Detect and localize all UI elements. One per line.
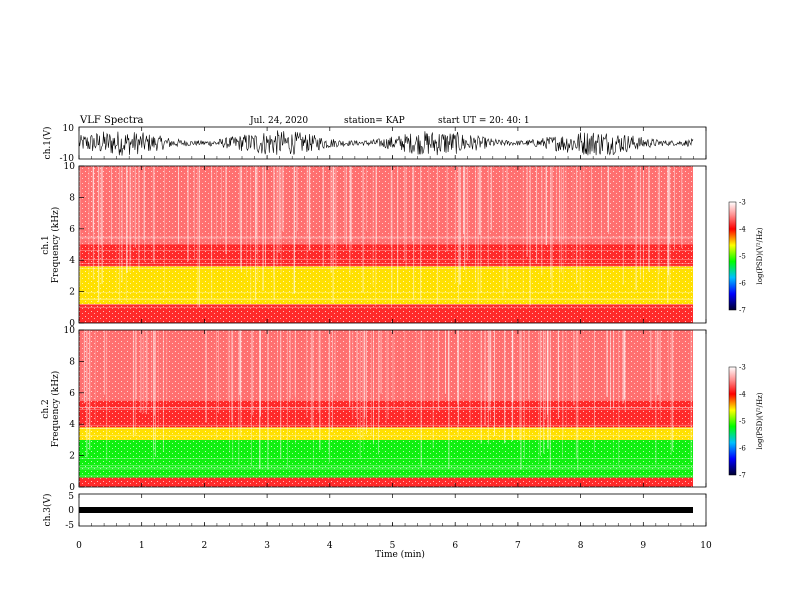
ch1-colorbar-label: log(PSD)(V²/Hz) [756, 227, 764, 284]
spectrogram-texture [79, 166, 693, 323]
time-axis: 0 1 2 3 4 5 6 7 8 9 10 [76, 127, 712, 551]
colorbar-tick-label: -6 [739, 280, 746, 288]
xtick-label: 3 [264, 541, 270, 551]
xtick-label: 1 [139, 541, 145, 551]
xtick-label: 7 [515, 541, 521, 551]
ch1-spectrogram-ylabel-freq: Frequency (kHz) [50, 207, 61, 284]
xtick-label: 6 [452, 541, 458, 551]
ch3-waveform-ylabel: ch.3(V) [42, 494, 53, 527]
ch2-spectrogram-panel: 0 2 4 6 8 10 ch.2 Frequency (kHz) -3 -4 -5 -6 -7 … [41, 326, 764, 493]
ytick-label: 6 [69, 389, 75, 399]
ch2-spectrogram-image [79, 330, 693, 487]
colorbar-tick-label: -3 [739, 364, 746, 372]
ch3-ytick-top: 5 [68, 492, 74, 502]
figure-title: VLF Spectra [79, 115, 144, 126]
start-time-label: start UT = 20: 40: 1 [438, 116, 530, 126]
colorbar-tick-label: -6 [739, 445, 746, 453]
colorbar-tick-label: -7 [739, 307, 746, 315]
ch1-ytick-bottom: -10 [60, 154, 75, 164]
xtick-label: 10 [700, 541, 712, 551]
ch2-colorbar-label: log(PSD)(V²/Hz) [756, 392, 764, 449]
ytick-label: 0 [69, 319, 75, 329]
ch1-waveform-trace [78, 130, 694, 156]
ch1-ytick-top: 10 [63, 124, 75, 134]
ch3-waveform-trace [79, 507, 693, 513]
xtick-label: 0 [76, 541, 82, 551]
ytick-label: 8 [69, 357, 75, 367]
ytick-label: 4 [69, 420, 75, 430]
colorbar-tick-label: -4 [739, 391, 746, 399]
ytick-label: 2 [69, 452, 75, 462]
colorbar-tick-label: -7 [739, 472, 746, 480]
ch2-colorbar: -3 -4 -5 -6 -7 log(PSD)(V²/Hz) [728, 364, 764, 480]
ch1-spectrogram-panel: 0 2 4 6 8 10 ch.1 Frequency (kHz) -3 -4 -5 -6 -7 … [41, 162, 764, 329]
colorbar-tick-label: -5 [739, 418, 746, 426]
xtick-label: 5 [390, 541, 396, 551]
ytick-label: 6 [69, 225, 75, 235]
ytick-label: 4 [69, 256, 75, 266]
ytick-label: 0 [69, 483, 75, 493]
ch2-colorbar-gradient [728, 366, 737, 476]
colorbar-tick-label: -4 [739, 226, 746, 234]
time-axis-label: Time (min) [375, 549, 425, 560]
ytick-label: 10 [64, 326, 76, 336]
ch2-spectrogram-ylabel-freq: Frequency (kHz) [50, 371, 61, 448]
ch1-waveform-ylabel: ch.1(V) [42, 127, 53, 160]
xtick-label: 4 [327, 541, 333, 551]
ch2-spectrogram-ylabel-channel: ch.2 [41, 399, 51, 418]
xtick-label: 9 [640, 541, 646, 551]
spectrogram-texture [79, 330, 693, 487]
ch1-spectrogram-ylabel-channel: ch.1 [41, 235, 51, 254]
ch1-waveform-panel: 10 -10 ch.1(V) [42, 124, 707, 164]
ytick-label: 8 [69, 193, 75, 203]
xtick-label: 8 [578, 541, 584, 551]
ytick-label: 2 [69, 288, 75, 298]
station-label: station= KAP [344, 116, 405, 126]
ch1-colorbar-gradient [728, 201, 737, 311]
ch3-ytick-bottom: -5 [65, 521, 74, 531]
ch1-spectrogram-image [79, 166, 693, 323]
colorbar-tick-label: -3 [739, 199, 746, 207]
date-label: Jul. 24, 2020 [249, 116, 308, 126]
ytick-label: 10 [64, 162, 76, 172]
ch1-colorbar: -3 -4 -5 -6 -7 log(PSD)(V²/Hz) [728, 199, 764, 315]
ch3-ytick-mid: 0 [68, 506, 74, 516]
xtick-label: 2 [202, 541, 208, 551]
colorbar-tick-label: -5 [739, 253, 746, 261]
